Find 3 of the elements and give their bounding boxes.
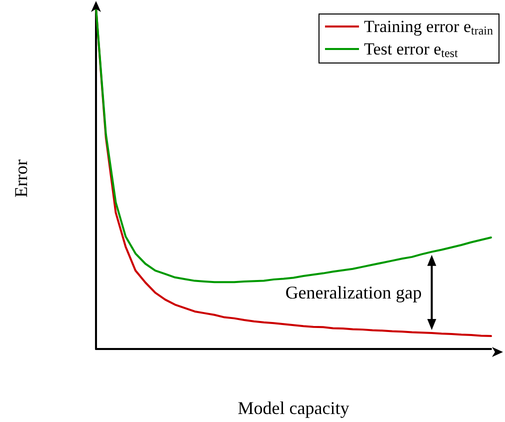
annotation: Generalization gap <box>285 282 422 302</box>
y-axis-title: Error <box>11 160 31 198</box>
x-axis-title: Model capacity <box>238 398 350 418</box>
